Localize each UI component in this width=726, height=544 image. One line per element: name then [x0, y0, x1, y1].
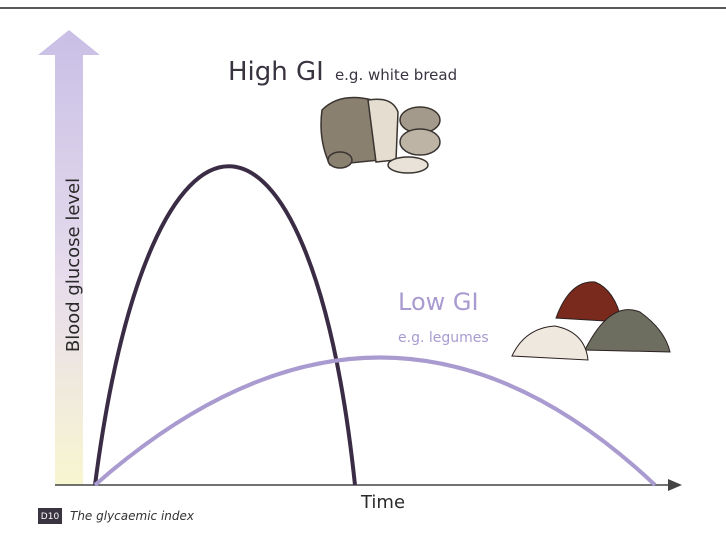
y-axis-label: Blood glucose level — [63, 178, 84, 352]
high-gi-heading: High GI e.g. white bread — [228, 57, 457, 87]
low-gi-example: e.g. legumes — [398, 330, 489, 346]
x-axis-arrowhead — [668, 479, 682, 491]
high-gi-example: e.g. white bread — [335, 66, 457, 84]
legumes-illustration — [512, 282, 670, 360]
caption-text: The glycaemic index — [70, 509, 195, 523]
high-gi-title: High GI — [228, 57, 324, 87]
bread-illustration — [321, 98, 440, 173]
high-gi-curve — [95, 166, 355, 485]
caption-code: D10 — [41, 512, 60, 522]
diagram: Blood glucose level Time High GI e.g. wh… — [0, 0, 726, 544]
x-axis-label: Time — [360, 492, 405, 513]
low-gi-title: Low GI — [398, 288, 479, 316]
low-gi-curve — [95, 358, 655, 486]
